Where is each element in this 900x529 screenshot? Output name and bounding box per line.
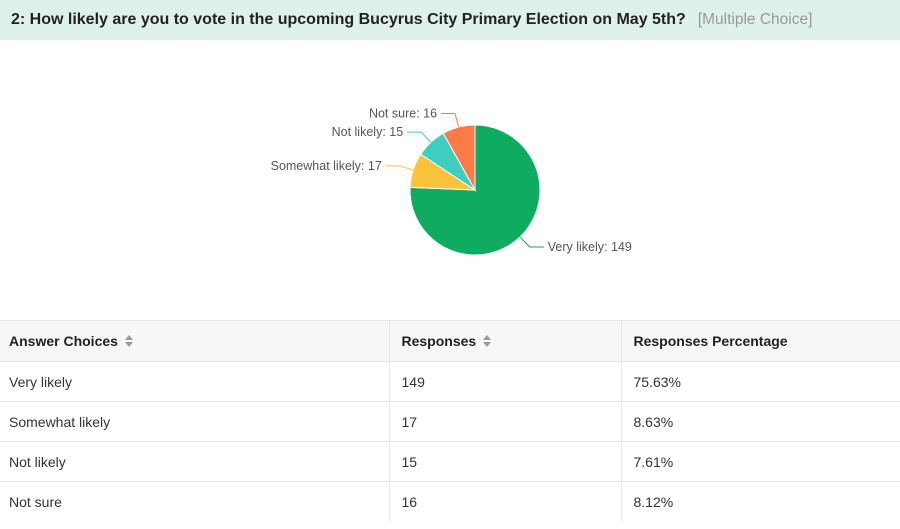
pie-label: Not likely: 15: [332, 125, 404, 139]
header-responses-label: Responses: [401, 333, 477, 349]
table-row: Very likely 149 75.63%: [0, 361, 900, 402]
pie-leader-line: [407, 131, 432, 143]
header-answer-choices[interactable]: Answer Choices: [0, 320, 390, 362]
cell-choice: Somewhat likely: [0, 401, 390, 442]
pie-leader-line: [385, 165, 414, 171]
header-responses-percentage: Responses Percentage: [621, 320, 900, 362]
pie-leader-line: [441, 113, 460, 128]
cell-responses: 17: [389, 401, 622, 442]
cell-responses: 149: [389, 361, 622, 402]
pie-slice-not-sure[interactable]: [442, 124, 476, 192]
pie-label: Very likely: 149: [548, 240, 632, 254]
cell-choice: Not sure: [0, 481, 390, 522]
question-title: 2: How likely are you to vote in the upc…: [11, 11, 686, 28]
header-responses-percentage-label: Responses Percentage: [633, 333, 788, 349]
pie-label: Not sure: 16: [369, 107, 437, 121]
sort-icon[interactable]: [124, 335, 134, 348]
cell-responses: 15: [389, 441, 622, 482]
pie-chart-svg: Very likely: 149 Somewhat likely: 17 Not l…: [271, 107, 632, 256]
table-row: Not sure 16 8.12%: [0, 481, 900, 522]
table-header-row: Answer Choices Responses Responses Perce…: [0, 320, 900, 362]
question-header: 2: How likely are you to vote in the upc…: [0, 0, 900, 40]
question-type: [Multiple Choice]: [697, 11, 813, 28]
results-table: Answer Choices Responses Responses Perce…: [0, 320, 900, 522]
cell-choice: Very likely: [0, 361, 390, 402]
table-row: Not likely 15 7.61%: [0, 441, 900, 482]
header-answer-choices-label: Answer Choices: [9, 333, 118, 349]
sort-icon[interactable]: [483, 335, 492, 348]
cell-choice: Not likely: [0, 441, 390, 482]
table-row: Somewhat likely 17 8.63%: [0, 401, 900, 442]
cell-percentage: 8.12%: [621, 481, 900, 522]
cell-percentage: 8.63%: [621, 401, 900, 442]
cell-percentage: 75.63%: [621, 361, 900, 402]
pie-label: Somewhat likely: 17: [271, 159, 382, 173]
header-responses[interactable]: Responses: [389, 320, 622, 362]
cell-responses: 16: [389, 481, 622, 522]
pie-leader-line: [519, 236, 544, 248]
pie-chart: Very likely: 149 Somewhat likely: 17 Not l…: [0, 40, 900, 320]
cell-percentage: 7.61%: [621, 441, 900, 482]
